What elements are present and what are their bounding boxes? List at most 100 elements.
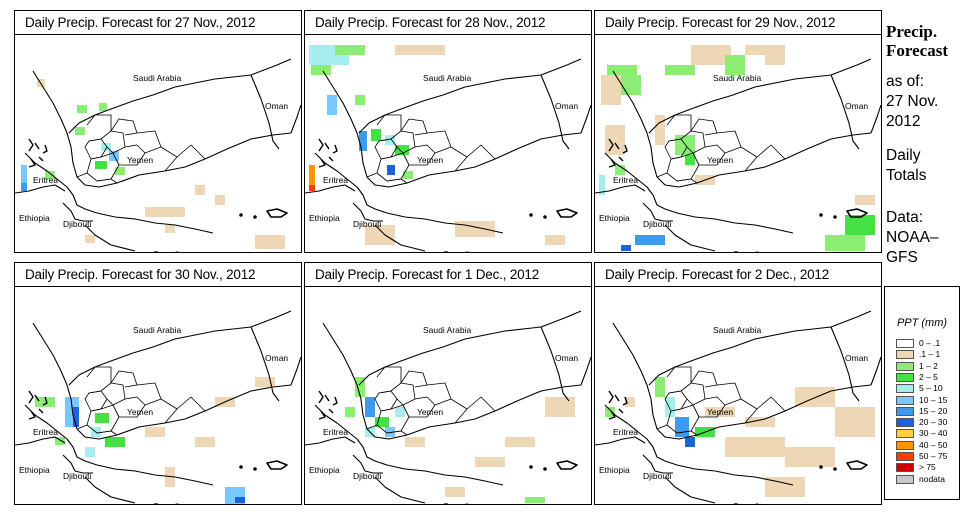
legend-label: 2 – 5	[919, 371, 938, 382]
map-label-saudi: Saudi Arabia	[423, 325, 471, 335]
map: Saudi Arabia Oman Yemen Eritrea Ethiopia…	[14, 35, 302, 259]
precip-cell	[615, 125, 625, 135]
precip-cell	[765, 45, 775, 55]
sidebar-title: Precip. Forecast	[886, 22, 948, 60]
precip-cell	[835, 417, 845, 427]
precip-cell	[825, 235, 835, 245]
precip-cell	[255, 377, 265, 387]
precip-cell	[655, 377, 665, 387]
map-label-ethiopia: Ethiopia	[599, 465, 630, 475]
precip-cell	[607, 65, 617, 75]
precip-cell	[329, 55, 339, 65]
map-label-somalia: Somalia	[153, 501, 184, 504]
precip-cell	[611, 95, 621, 105]
precip-cell	[375, 417, 385, 427]
precip-cell	[685, 427, 689, 437]
legend-label: nodata	[919, 473, 945, 484]
precip-cell	[165, 467, 175, 477]
precip-cell	[865, 407, 875, 417]
precip-cell	[355, 377, 365, 387]
precip-cell	[265, 245, 275, 249]
map-label-saudi: Saudi Arabia	[713, 325, 761, 335]
precip-cell	[701, 55, 711, 65]
precip-cell	[105, 413, 109, 423]
ethiopia-djibouti-border	[352, 202, 383, 222]
precip-cell	[395, 45, 405, 55]
precip-cell	[309, 185, 315, 191]
eritrea-ethiopia-border	[594, 184, 646, 194]
precip-cell	[725, 437, 735, 447]
map-label-yemen: Yemen	[417, 407, 443, 417]
precip-cell	[327, 95, 337, 105]
legend-label: 20 – 30	[919, 417, 948, 428]
precip-cell	[611, 75, 621, 85]
map-label-somalia: Somalia	[443, 249, 474, 252]
precip-cell	[65, 417, 75, 427]
socotra	[266, 460, 288, 470]
precip-cell	[665, 407, 675, 417]
precip-cell	[745, 45, 755, 55]
precip-cell	[865, 195, 875, 205]
map-label-somalia: Somalia	[153, 249, 184, 252]
saudi-yemen-border	[68, 58, 292, 134]
precip-cell	[265, 235, 275, 245]
precip-cell	[385, 225, 395, 235]
red-sea-coast	[612, 70, 658, 178]
precip-cell	[855, 235, 865, 245]
socotra	[556, 460, 578, 470]
precip-cell	[395, 407, 405, 417]
africa-coast	[24, 152, 214, 234]
map-label-ethiopia: Ethiopia	[309, 465, 340, 475]
precip-cell	[855, 417, 865, 427]
legend-swatch	[896, 350, 914, 360]
precip-cell	[835, 245, 845, 251]
precip-cell	[525, 437, 535, 447]
precip-cell	[705, 407, 715, 417]
map: Saudi Arabia Oman Yemen Eritrea Ethiopia…	[304, 35, 592, 259]
precip-cell	[675, 417, 685, 427]
precip-cell	[599, 185, 605, 195]
precip-cell	[765, 417, 775, 427]
map-label-ethiopia: Ethiopia	[19, 213, 50, 223]
precip-cell	[65, 397, 75, 407]
precip-cell	[485, 221, 495, 231]
map-label-ethiopia: Ethiopia	[309, 213, 340, 223]
precip-cell	[665, 65, 675, 75]
precip-cell	[345, 45, 355, 55]
precip-cell	[319, 45, 329, 55]
precip-cell	[345, 407, 355, 417]
yemen-south-coast	[656, 132, 872, 188]
map-label-oman: Oman	[265, 353, 288, 363]
panel-title: Daily Precip. Forecast for 30 Nov., 2012	[15, 263, 301, 287]
precip-cell	[329, 45, 339, 55]
precip-cell	[205, 437, 215, 447]
precip-cell	[785, 447, 795, 457]
precip-cell	[775, 437, 785, 447]
map-label-saudi: Saudi Arabia	[133, 73, 181, 83]
precip-cell	[545, 235, 555, 245]
precip-cell	[795, 397, 805, 407]
precip-cell	[495, 457, 505, 467]
map-label-eritrea: Eritrea	[323, 427, 348, 437]
precip-cell	[311, 65, 321, 75]
map-label-djibouti: Djibouti	[63, 471, 91, 481]
ethiopia-somalia-border	[374, 224, 426, 252]
precip-cell	[85, 235, 95, 243]
oman-coast	[870, 104, 882, 134]
precip-cell	[845, 245, 855, 251]
precip-cell	[35, 397, 45, 407]
map: Saudi Arabia Oman Yemen Eritrea Ethiopia…	[14, 287, 302, 511]
map-label-oman: Oman	[845, 101, 868, 111]
africa-coast	[314, 404, 504, 486]
precip-cell	[705, 175, 715, 185]
saudi-yemen-border	[358, 58, 582, 134]
precip-cell	[835, 407, 845, 417]
precip-cell	[65, 407, 75, 417]
precip-cell	[631, 85, 641, 95]
legend-swatch	[896, 339, 914, 348]
precip-cell	[355, 387, 365, 397]
precip-cell	[655, 125, 665, 135]
yemen-oman-border	[540, 326, 570, 402]
map-label-somalia: Somalia	[733, 501, 764, 504]
precip-cell	[845, 417, 855, 427]
